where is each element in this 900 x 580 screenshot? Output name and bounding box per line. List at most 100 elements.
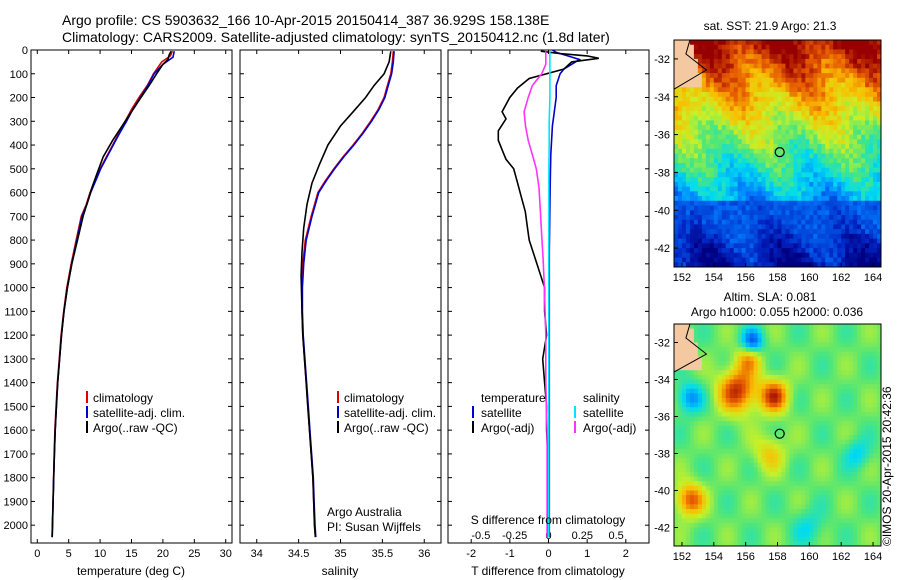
map-cell xyxy=(845,421,850,427)
map-cell xyxy=(757,262,763,267)
series-line xyxy=(523,51,548,538)
map-cell xyxy=(693,407,699,413)
map-cell xyxy=(761,219,767,225)
map-cell xyxy=(821,162,826,169)
map-cell xyxy=(841,96,846,102)
map-cell xyxy=(674,453,679,459)
map-cell xyxy=(833,365,838,371)
map-cell xyxy=(833,92,838,98)
map-cell xyxy=(821,425,826,431)
map-cell xyxy=(729,490,735,496)
map-cell xyxy=(793,181,798,188)
map-cell xyxy=(781,115,786,121)
map-cell xyxy=(701,238,707,244)
legend-satellite: satellite-adj. clim. xyxy=(344,406,436,420)
depth-tick-label: 700 xyxy=(10,211,28,223)
map-cell xyxy=(825,518,830,524)
map-cell xyxy=(853,224,858,230)
map-cell xyxy=(809,365,814,371)
map-cell xyxy=(773,370,778,376)
map-cell xyxy=(857,115,862,121)
map-cell xyxy=(713,68,719,74)
map-cell xyxy=(737,120,743,126)
map-cell xyxy=(737,356,743,362)
map-cell xyxy=(729,333,735,339)
map-cell xyxy=(789,177,794,183)
map-cell xyxy=(865,229,870,235)
map-cell xyxy=(833,499,838,505)
map-cell xyxy=(685,87,691,93)
map-cell xyxy=(861,361,866,367)
map-cell xyxy=(825,233,830,240)
map-cell xyxy=(841,129,846,136)
map-cell xyxy=(761,425,767,431)
map-cell xyxy=(789,167,794,173)
map-cell xyxy=(869,54,874,60)
map-cell xyxy=(749,347,755,353)
map-cell xyxy=(769,356,775,362)
map-cell xyxy=(817,58,822,65)
map-cell xyxy=(849,398,854,404)
map-cell xyxy=(729,238,735,244)
map-cell xyxy=(713,73,719,79)
map-cell xyxy=(785,186,790,192)
map-cell xyxy=(833,504,838,510)
map-cell xyxy=(741,388,747,394)
map-cell xyxy=(793,196,798,202)
map-cell xyxy=(674,49,679,55)
map-cell xyxy=(745,384,751,390)
map-cell xyxy=(705,411,711,418)
map-cell xyxy=(713,54,719,60)
map-cell xyxy=(869,411,874,418)
map-cell xyxy=(801,472,806,478)
map-cell xyxy=(805,407,810,413)
map-cell xyxy=(737,444,743,450)
map-cell xyxy=(781,439,786,445)
difference-legend-salinity: salinity satellite Argo(-adj) xyxy=(574,391,636,435)
map-cell xyxy=(689,509,695,515)
map-cell xyxy=(801,361,806,367)
map-cell xyxy=(769,82,775,88)
map-cell xyxy=(717,238,723,244)
map-cell xyxy=(817,224,822,230)
map-cell xyxy=(674,219,679,225)
map-cell xyxy=(693,518,699,524)
map-cell xyxy=(821,485,826,492)
map-cell xyxy=(837,499,842,505)
map-cell xyxy=(693,337,699,344)
map-cell xyxy=(849,54,854,60)
map-cell xyxy=(757,58,763,65)
map-cell xyxy=(833,205,838,211)
map-cell xyxy=(789,435,794,441)
map-cell xyxy=(849,416,854,422)
map-cell xyxy=(841,252,846,259)
map-cell xyxy=(817,167,822,173)
map-cell xyxy=(833,430,838,436)
map-cell xyxy=(781,200,786,207)
map-cell xyxy=(765,125,771,131)
map-cell xyxy=(857,513,862,519)
map-cell xyxy=(877,200,881,207)
map-cell xyxy=(681,229,687,235)
map-cell xyxy=(725,257,731,263)
map-cell xyxy=(777,82,782,88)
map-cell xyxy=(721,379,727,385)
map-cell xyxy=(693,361,699,367)
map-cell xyxy=(729,499,735,505)
map-cell xyxy=(689,453,695,459)
map-cell xyxy=(781,40,786,46)
map-cell xyxy=(737,328,743,334)
map-cell xyxy=(733,40,739,46)
map-cell xyxy=(845,49,850,55)
map-cell xyxy=(681,518,687,524)
map-cell xyxy=(721,467,727,473)
map-cell xyxy=(825,374,830,381)
map-cell xyxy=(833,167,838,173)
map-cell xyxy=(745,518,751,524)
map-cell xyxy=(849,485,854,492)
map-cell xyxy=(825,196,830,202)
map-cell xyxy=(689,370,695,376)
map-cell xyxy=(825,458,830,464)
map-cell xyxy=(865,444,870,450)
map-cell xyxy=(797,224,802,230)
